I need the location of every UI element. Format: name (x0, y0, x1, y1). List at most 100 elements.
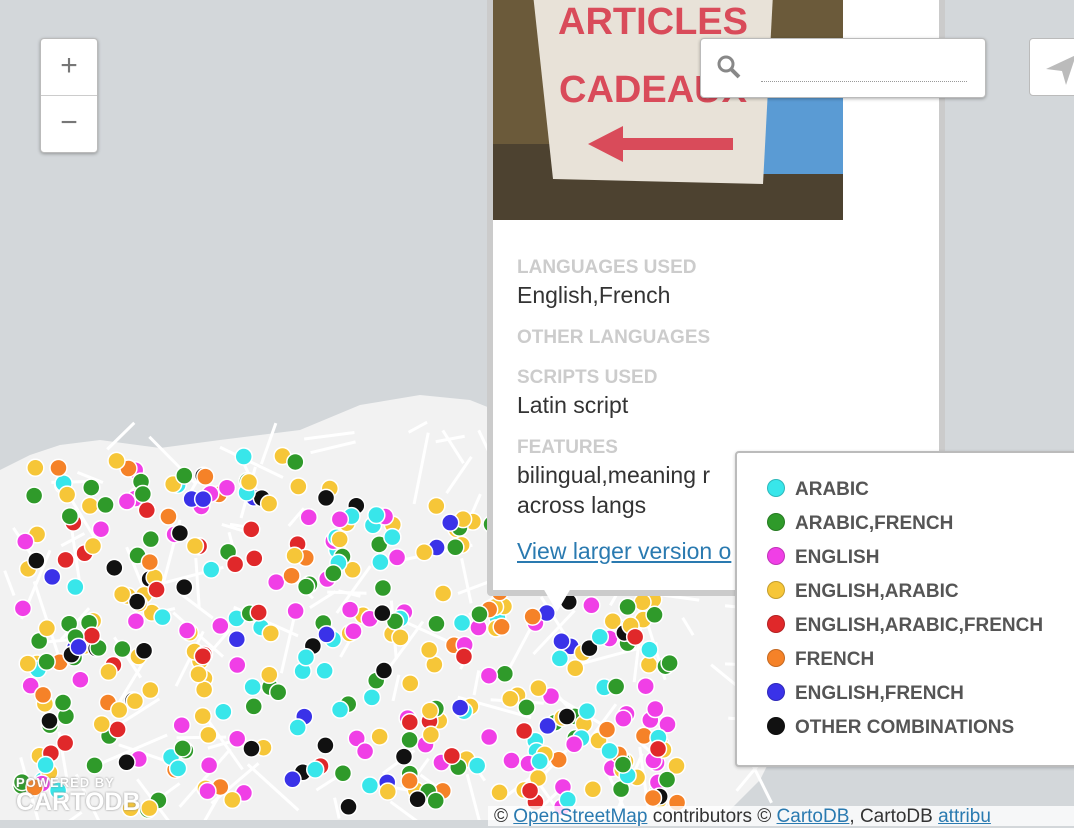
point[interactable] (228, 655, 247, 675)
point[interactable] (82, 478, 101, 497)
point[interactable] (657, 770, 677, 789)
point[interactable] (107, 451, 126, 471)
point[interactable] (400, 713, 420, 732)
point[interactable] (646, 699, 665, 719)
point[interactable] (371, 552, 390, 572)
point[interactable] (454, 647, 474, 666)
point[interactable] (211, 616, 230, 636)
point[interactable] (15, 532, 35, 551)
point[interactable] (172, 715, 191, 735)
point[interactable] (69, 637, 88, 657)
point[interactable] (137, 500, 157, 520)
point[interactable] (223, 790, 242, 810)
point[interactable] (370, 727, 389, 746)
point[interactable] (91, 519, 111, 539)
point[interactable] (27, 551, 46, 570)
point[interactable] (168, 759, 188, 778)
point[interactable] (590, 627, 610, 647)
point[interactable] (37, 652, 56, 672)
view-larger-link[interactable]: View larger version o (517, 538, 732, 564)
point[interactable] (13, 599, 33, 618)
point[interactable] (367, 505, 386, 525)
point[interactable] (330, 700, 350, 719)
point[interactable] (242, 739, 261, 758)
point[interactable] (234, 447, 253, 466)
point[interactable] (113, 639, 132, 659)
point[interactable] (414, 542, 434, 562)
point[interactable] (36, 755, 55, 775)
point[interactable] (564, 734, 584, 754)
point[interactable] (442, 746, 462, 766)
point[interactable] (96, 495, 115, 515)
point[interactable] (225, 554, 245, 574)
point[interactable] (391, 628, 410, 647)
point[interactable] (126, 611, 146, 631)
point[interactable] (53, 693, 73, 712)
point[interactable] (42, 567, 62, 587)
search-input[interactable] (761, 81, 967, 82)
point[interactable] (83, 536, 103, 556)
point[interactable] (249, 603, 268, 622)
point[interactable] (502, 751, 521, 770)
point[interactable] (333, 763, 353, 783)
point[interactable] (583, 779, 603, 799)
point[interactable] (566, 659, 585, 678)
point[interactable] (479, 666, 499, 685)
point[interactable] (117, 492, 137, 511)
point[interactable] (433, 584, 453, 603)
point[interactable] (613, 755, 633, 774)
point[interactable] (394, 747, 414, 766)
point[interactable] (600, 741, 619, 761)
point[interactable] (374, 661, 394, 680)
point[interactable] (174, 577, 194, 597)
point[interactable] (185, 536, 205, 556)
point[interactable] (282, 566, 301, 585)
point[interactable] (25, 778, 44, 797)
point[interactable] (286, 452, 305, 472)
point[interactable] (552, 631, 571, 651)
point[interactable] (147, 580, 166, 599)
point[interactable] (49, 458, 68, 478)
point[interactable] (362, 688, 382, 707)
point[interactable] (660, 653, 679, 673)
point[interactable] (538, 716, 557, 736)
point[interactable] (440, 513, 460, 532)
point[interactable] (625, 627, 645, 647)
point[interactable] (239, 472, 259, 492)
point[interactable] (315, 661, 334, 681)
point[interactable] (71, 670, 90, 689)
point[interactable] (577, 701, 597, 721)
point[interactable] (125, 691, 145, 711)
point[interactable] (199, 725, 218, 745)
point[interactable] (299, 507, 318, 527)
point[interactable] (194, 680, 214, 699)
point[interactable] (347, 729, 366, 748)
point[interactable] (479, 727, 499, 747)
point[interactable] (109, 700, 129, 720)
point[interactable] (606, 677, 626, 696)
point[interactable] (159, 507, 178, 526)
point[interactable] (421, 725, 441, 745)
point[interactable] (175, 466, 194, 485)
point[interactable] (520, 781, 540, 801)
point[interactable] (227, 630, 247, 649)
point[interactable] (330, 530, 349, 549)
point[interactable] (141, 529, 161, 549)
point[interactable] (260, 665, 279, 685)
point[interactable] (419, 640, 439, 660)
point[interactable] (33, 685, 53, 705)
point[interactable] (244, 697, 263, 716)
point[interactable] (85, 756, 104, 775)
point[interactable] (316, 736, 335, 755)
point[interactable] (288, 718, 307, 737)
point[interactable] (99, 662, 118, 682)
point[interactable] (517, 698, 536, 717)
point[interactable] (55, 733, 75, 753)
point[interactable] (492, 617, 511, 637)
locate-button[interactable] (1029, 38, 1074, 96)
point[interactable] (452, 613, 472, 633)
point[interactable] (501, 689, 520, 708)
point[interactable] (643, 788, 663, 808)
point[interactable] (243, 677, 262, 697)
point[interactable] (268, 682, 288, 702)
